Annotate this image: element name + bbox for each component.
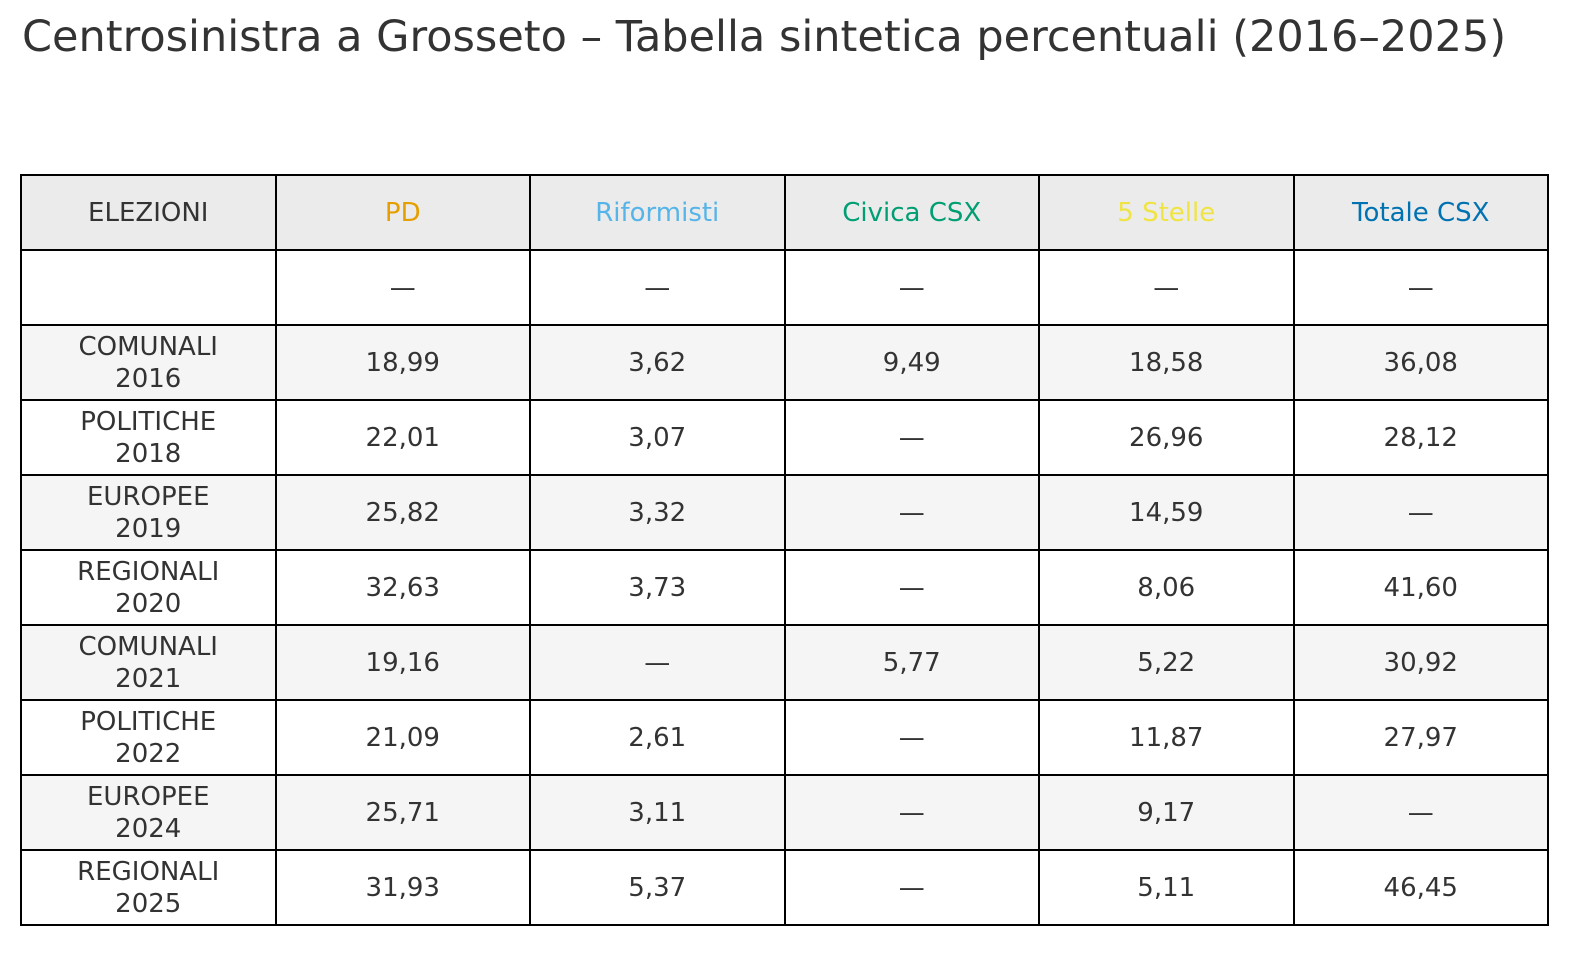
cell: 9,17 (1038, 774, 1295, 851)
cell: 22,01 (274, 399, 531, 476)
cell: 3,73 (529, 549, 786, 626)
cell: — (783, 249, 1040, 326)
cell: 25,71 (274, 774, 531, 851)
table-row: POLITICHE 2022 21,09 2,61—11,87 27,97 (20, 699, 1549, 776)
cell: 3,32 (529, 474, 786, 551)
cell: 30,92 (1292, 624, 1549, 701)
table-row: POLITICHE 2018 22,01 3,07—26,96 28,12 (20, 399, 1549, 476)
column-header: Totale CSX (1292, 174, 1549, 251)
cell: 2,61 (529, 699, 786, 776)
row-label: COMUNALI 2016 (20, 324, 277, 401)
column-header: ELEZIONI (20, 174, 277, 251)
cell: — (783, 699, 1040, 776)
cell: 46,45 (1292, 849, 1549, 926)
cell: 32,63 (274, 549, 531, 626)
cell: 19,16 (274, 624, 531, 701)
cell: 25,82 (274, 474, 531, 551)
cell: 5,77 (783, 624, 1040, 701)
cell: 14,59 (1038, 474, 1295, 551)
cell: — (1292, 474, 1549, 551)
cell: — (783, 549, 1040, 626)
column-header: Riformisti (529, 174, 786, 251)
cell: — (274, 249, 531, 326)
cell: — (783, 849, 1040, 926)
cell: — (1038, 249, 1295, 326)
column-header: PD (274, 174, 531, 251)
table-row: EUROPEE 2019 25,82 3,32—14,59— (20, 474, 1549, 551)
row-label: POLITICHE 2022 (20, 699, 277, 776)
cell: 18,58 (1038, 324, 1295, 401)
cell: 41,60 (1292, 549, 1549, 626)
row-label: EUROPEE 2024 (20, 774, 277, 851)
cell: 26,96 (1038, 399, 1295, 476)
cell: 3,62 (529, 324, 786, 401)
cell: 5,37 (529, 849, 786, 926)
row-label: REGIONALI 2025 (20, 849, 277, 926)
cell: 28,12 (1292, 399, 1549, 476)
cell: 27,97 (1292, 699, 1549, 776)
row-label: POLITICHE 2018 (20, 399, 277, 476)
table-row: COMUNALI 2016 18,99 3,62 9,49 18,58 36,08 (20, 324, 1549, 401)
cell: — (529, 624, 786, 701)
cell: — (529, 249, 786, 326)
row-label: COMUNALI 2021 (20, 624, 277, 701)
cell: 18,99 (274, 324, 531, 401)
cell: — (1292, 249, 1549, 326)
cell: 3,11 (529, 774, 786, 851)
cell: 21,09 (274, 699, 531, 776)
cell: 5,11 (1038, 849, 1295, 926)
header-row: ELEZIONI PD Riformisti Civica CSX 5 Stelle To… (20, 174, 1549, 251)
cell: 36,08 (1292, 324, 1549, 401)
table-row: REGIONALI 2020 32,63 3,73—8,06 41,60 (20, 549, 1549, 626)
cell: 31,93 (274, 849, 531, 926)
column-header: Civica CSX (783, 174, 1040, 251)
cell: — (1292, 774, 1549, 851)
cell: 3,07 (529, 399, 786, 476)
table-row: — — — — — (20, 249, 1549, 326)
cell: 5,22 (1038, 624, 1295, 701)
table-body: — — — — — COMUNALI 2016 18,99 3,62 9,49 18,58 36,0… (20, 249, 1549, 926)
table-row: REGIONALI 2025 31,93 5,37—5,11 46,45 (20, 849, 1549, 926)
table-header: ELEZIONI PD Riformisti Civica CSX 5 Stelle To… (20, 174, 1549, 251)
cell: — (783, 474, 1040, 551)
cell: 11,87 (1038, 699, 1295, 776)
row-label (20, 249, 277, 326)
title: Centrosinistra a Grosseto – Tabella sint… (22, 12, 1507, 62)
cell: 8,06 (1038, 549, 1295, 626)
cell: — (783, 774, 1040, 851)
summary-table: ELEZIONI PD Riformisti Civica CSX 5 Stelle To… (20, 174, 1549, 926)
table-row: COMUNALI 2021 19,16—5,77 5,22 30,92 (20, 624, 1549, 701)
cell: 9,49 (783, 324, 1040, 401)
column-header: 5 Stelle (1038, 174, 1295, 251)
row-label: EUROPEE 2019 (20, 474, 277, 551)
row-label: REGIONALI 2020 (20, 549, 277, 626)
table-row: EUROPEE 2024 25,71 3,11—9,17— (20, 774, 1549, 851)
cell: — (783, 399, 1040, 476)
